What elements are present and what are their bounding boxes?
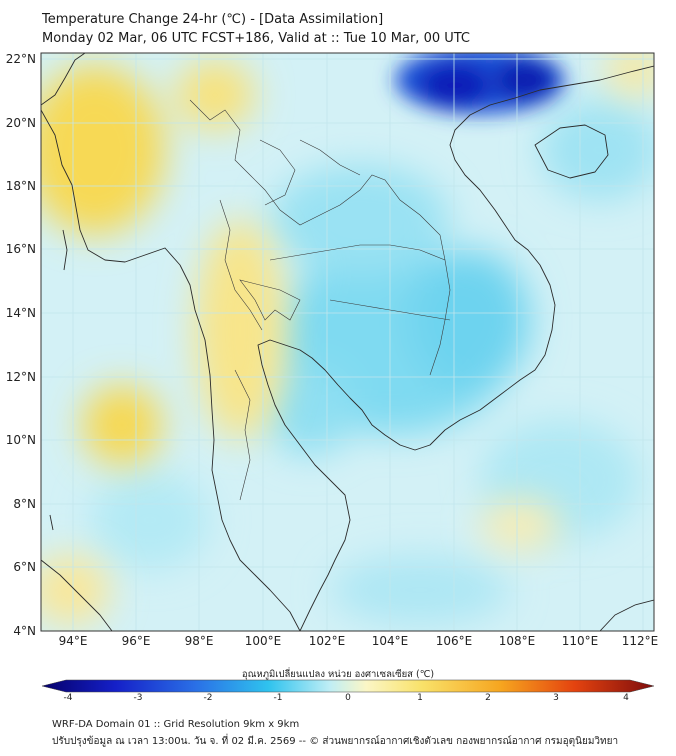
lat-tick-label: 16°N: [6, 242, 36, 256]
border-cambodia-vietnam: [329, 299, 451, 321]
colorbar-tick: 0: [345, 693, 351, 703]
lon-tick-label: 110°E: [562, 634, 599, 648]
border-thai-north: [259, 139, 296, 206]
lon-tick-label: 106°E: [436, 634, 473, 648]
chart-subtitle: Monday 02 Mar, 06 UTC FCST+186, Valid at…: [42, 31, 471, 46]
warm-area-sea-east: [480, 500, 560, 550]
lat-tick-label: 6°N: [13, 560, 36, 574]
cool-area-gulf-thailand: [265, 365, 355, 455]
lat-tick-label: 12°N: [6, 370, 36, 384]
temperature-field: [41, 53, 654, 631]
warm-area-myanmar-north: [175, 60, 255, 130]
coastlines: [41, 53, 654, 631]
colorbar-tick: 2: [485, 693, 491, 703]
coast-sumatra: [41, 559, 113, 631]
border-laos-north: [299, 139, 361, 176]
warm-area-thailand-west: [195, 220, 285, 440]
border-thai-myanmar: [219, 199, 263, 331]
cool-area-south: [330, 555, 510, 625]
island-hainan: [534, 124, 609, 179]
warm-area-sumatra: [41, 555, 110, 625]
border-laos-cambodia: [269, 244, 446, 261]
cool-area-laos: [270, 165, 450, 275]
lon-tick-label: 100°E: [245, 634, 282, 648]
lon-tick-label: 112°E: [622, 634, 659, 648]
lat-tick-label: 14°N: [6, 306, 36, 320]
colorbar-tick: 3: [553, 693, 559, 703]
colorbar-tick: -3: [134, 693, 143, 703]
colorbar-tick: -4: [64, 693, 73, 703]
lat-tick-label: 8°N: [13, 497, 36, 511]
lat-tick-label: 10°N: [6, 433, 36, 447]
footer-credit: ปรับปรุงข้อมูล ณ เวลา 13:00น. วัน จ. ที่…: [52, 736, 619, 747]
coast-east: [257, 65, 654, 631]
lat-tick-label: 20°N: [6, 116, 36, 130]
footer-model-info: WRF-DA Domain 01 :: Grid Resolution 9km …: [52, 719, 300, 730]
admin-borders: [189, 99, 451, 501]
lat-axis: 22°N 20°N 18°N 16°N 14°N 12°N 10°N 8°N 6…: [6, 52, 36, 638]
lon-tick-label: 102°E: [309, 634, 346, 648]
cold-spot-guangxi: [495, 60, 555, 100]
colorbar-title: อุณหภูมิเปลี่ยนแปลง หน่วย องศาเซลเซียส (…: [241, 669, 435, 680]
cold-spot-gulf-of-tonkin: [420, 63, 490, 107]
warm-area-china: [605, 53, 654, 95]
warm-area-myanmar-west: [41, 65, 165, 235]
lat-tick-label: 18°N: [6, 179, 36, 193]
colorbar-tick: -2: [204, 693, 213, 703]
lon-axis: 94°E 96°E 98°E 100°E 102°E 104°E 106°E 1…: [59, 634, 659, 648]
island-nicobar: [49, 514, 54, 531]
cool-area-vietnam-central: [410, 250, 530, 390]
lon-tick-label: 98°E: [185, 634, 214, 648]
lat-tick-label: 22°N: [6, 52, 36, 66]
colorbar-bar: [41, 679, 655, 693]
border-thai-laos: [189, 99, 451, 376]
lat-tick-label: 4°N: [13, 624, 36, 638]
bangkok-area: [239, 279, 301, 321]
colorbar-tick: 1: [417, 693, 423, 703]
colorbar-tick: 4: [623, 693, 629, 703]
warm-area-andaman-sea: [82, 385, 162, 465]
cool-area-andaman-south: [90, 470, 210, 570]
border-northwest: [41, 53, 86, 106]
lon-tick-label: 96°E: [122, 634, 151, 648]
map-frame: [40, 52, 655, 632]
colorbar: -4 -3 -2 -1 0 1 2 3 4: [41, 679, 655, 703]
border-thai-south: [234, 369, 251, 501]
lon-tick-label: 94°E: [59, 634, 88, 648]
lon-tick-label: 104°E: [372, 634, 409, 648]
coast-west: [41, 109, 301, 631]
cool-area-hainan: [540, 100, 654, 200]
lon-tick-label: 108°E: [499, 634, 536, 648]
coast-borneo: [599, 599, 654, 631]
chart-title: Temperature Change 24-hr (℃) - [Data Ass…: [42, 12, 384, 27]
graticule: [41, 53, 654, 631]
island-andaman: [62, 229, 68, 271]
colorbar-tick: -1: [274, 693, 283, 703]
